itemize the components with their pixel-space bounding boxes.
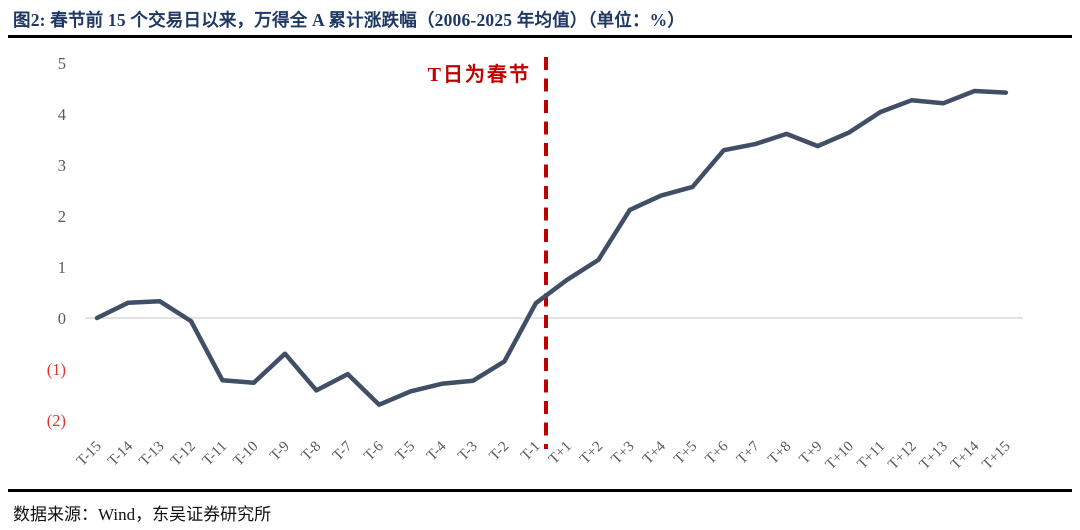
x-tick-label: T-2 (487, 439, 513, 465)
event-annotation: T日为春节 (428, 62, 531, 86)
x-tick-label: T-6 (361, 438, 387, 464)
x-tick-label: T-5 (393, 439, 419, 465)
x-tick-label: T+3 (609, 439, 638, 468)
x-tick-label: T+4 (640, 438, 669, 467)
x-tick-label: T-9 (267, 439, 293, 465)
x-tick-label: T-11 (200, 439, 231, 470)
x-tick-label: T+12 (885, 439, 919, 473)
x-tick-label: T-10 (231, 439, 262, 470)
x-tick-label: T+7 (734, 438, 763, 467)
y-tick-label: 4 (58, 105, 66, 124)
x-tick-label: T+5 (671, 439, 700, 468)
x-tick-label: T-1 (518, 439, 544, 465)
y-tick-label: (1) (47, 360, 66, 379)
y-tick-label: 0 (58, 309, 66, 328)
x-tick-label: T+8 (765, 439, 794, 468)
series-line (94, 88, 1009, 407)
x-tick-label: T+6 (703, 438, 732, 467)
bottom-divider-line (8, 489, 1072, 492)
y-tick-label: 5 (58, 54, 66, 73)
x-tick-label: T+15 (979, 439, 1013, 473)
x-tick-label: T+2 (577, 439, 606, 468)
x-tick-label: T+11 (854, 439, 888, 473)
x-tick-label: T-14 (105, 438, 136, 469)
x-tick-label: T-3 (455, 439, 481, 465)
data-source: 数据来源：Wind，东吴证券研究所 (13, 505, 272, 524)
x-tick-label: T+13 (917, 439, 951, 473)
top-divider-line (8, 35, 1072, 38)
x-tick-label: T-12 (168, 439, 199, 470)
x-tick-label: T+14 (948, 438, 983, 473)
x-tick-label: T+1 (546, 439, 575, 468)
x-tick-label: T+9 (797, 439, 826, 468)
y-tick-label: 3 (58, 156, 66, 175)
y-tick-label: (2) (47, 411, 66, 430)
figure-title: 图2: 春节前 15 个交易日以来，万得全 A 累计涨跌幅（2006-2025 … (13, 10, 686, 30)
x-tick-label: T-7 (330, 438, 356, 464)
y-tick-label: 1 (58, 258, 66, 277)
x-tick-label: T+10 (823, 439, 857, 473)
x-tick-label: T-13 (137, 439, 168, 470)
y-tick-label: 2 (58, 207, 66, 226)
x-tick-label: T-15 (74, 439, 105, 470)
x-tick-label: T-8 (299, 439, 325, 465)
x-tick-label: T-4 (424, 438, 450, 464)
